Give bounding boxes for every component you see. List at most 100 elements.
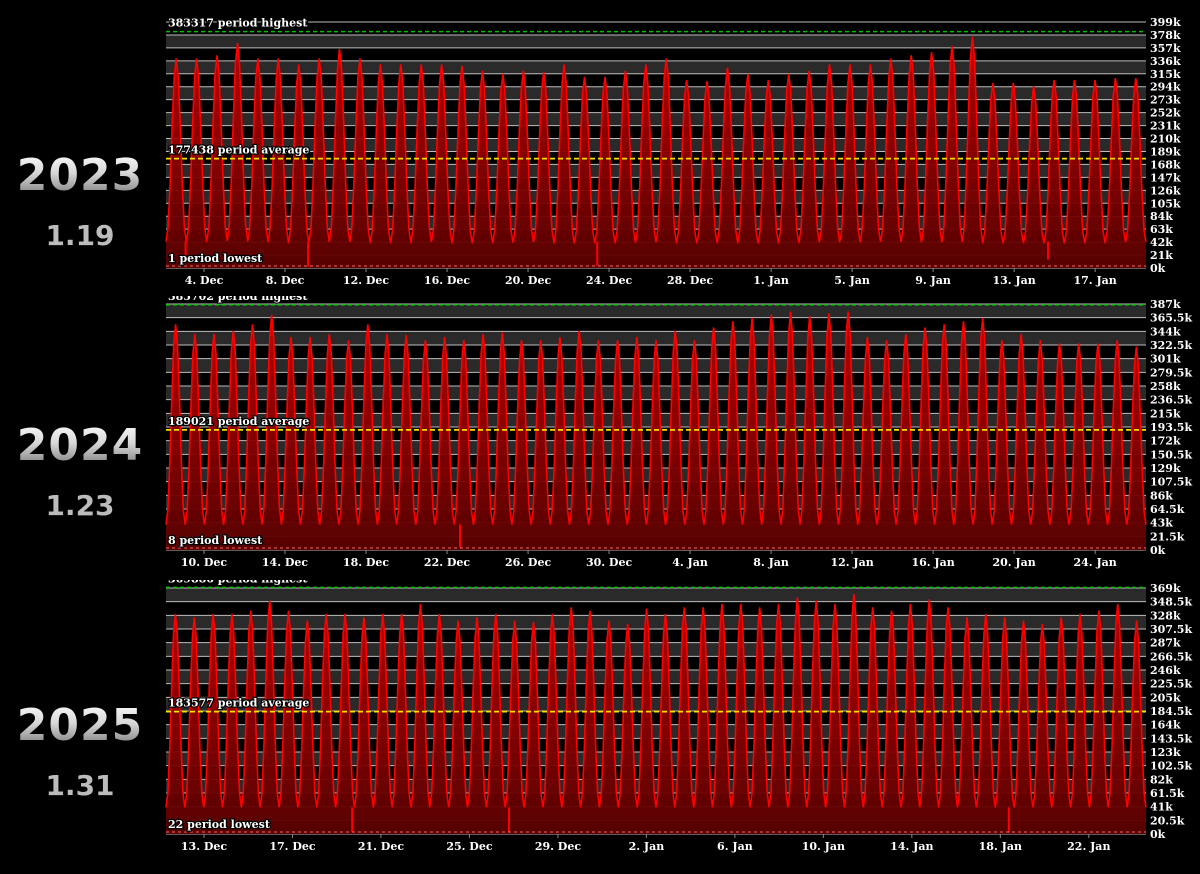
y-tick-label: 123k — [1150, 746, 1181, 759]
y-tick-label: 336k — [1150, 55, 1181, 68]
grid-band — [166, 779, 1146, 793]
y-tick-label: 210k — [1150, 133, 1181, 146]
x-tick-label: 16. Jan — [911, 556, 954, 569]
x-tick-label: 6. Jan — [717, 840, 753, 853]
y-tick-label: 287k — [1150, 637, 1181, 650]
x-tick-label: 2. Jan — [629, 840, 665, 853]
x-tick-label: 5. Jan — [834, 274, 870, 287]
y-tick-label: 231k — [1150, 120, 1181, 133]
x-tick-label: 30. Dec — [586, 556, 633, 569]
version-label: 1.19 — [45, 219, 115, 252]
highest-annotation: 385702 period highest — [168, 296, 308, 303]
y-tick-label: 225.5k — [1150, 678, 1192, 691]
x-tick-label: 24. Dec — [586, 274, 633, 287]
y-tick-label: 168k — [1150, 158, 1181, 171]
y-tick-label: 266.5k — [1150, 650, 1192, 663]
x-tick-label: 8. Dec — [266, 274, 305, 287]
y-tick-label: 322.5k — [1150, 339, 1192, 352]
lowest-annotation: 1 period lowest — [168, 252, 263, 265]
highest-annotation: 369886 period highest — [168, 580, 308, 585]
y-tick-label: 20.5k — [1150, 814, 1185, 827]
x-tick-label: 21. Dec — [358, 840, 405, 853]
y-tick-label: 258k — [1150, 380, 1181, 393]
x-tick-label: 26. Dec — [505, 556, 552, 569]
y-tick-label: 365.5k — [1150, 312, 1192, 325]
x-tick-label: 4. Dec — [185, 274, 224, 287]
y-tick-label: 143.5k — [1150, 732, 1192, 745]
grid-band — [166, 724, 1146, 739]
y-tick-label: 41k — [1150, 801, 1173, 814]
y-tick-label: 205k — [1150, 691, 1181, 704]
y-tick-label: 246k — [1150, 664, 1181, 677]
grid-band — [166, 670, 1146, 684]
x-tick-label: 14. Dec — [262, 556, 309, 569]
x-tick-label: 4. Jan — [672, 556, 708, 569]
grid-band — [166, 86, 1146, 100]
y-tick-label: 42k — [1150, 236, 1173, 249]
y-tick-label: 61.5k — [1150, 787, 1185, 800]
x-tick-label: 1. Jan — [753, 274, 789, 287]
x-tick-label: 17. Jan — [1073, 274, 1116, 287]
highest-annotation: 383317 period highest — [168, 17, 308, 30]
series-line — [165, 311, 1147, 525]
y-tick-label: 307.5k — [1150, 623, 1192, 636]
y-tick-label: 150.5k — [1150, 448, 1192, 461]
y-tick-label: 184.5k — [1150, 705, 1192, 718]
year-block-2024: 2024 1.23 — [0, 420, 160, 522]
grid-band — [166, 112, 1146, 126]
x-tick-label: 9. Jan — [915, 274, 951, 287]
x-tick-label: 13. Dec — [181, 840, 228, 853]
y-tick-label: 387k — [1150, 298, 1181, 311]
x-tick-label: 29. Dec — [535, 840, 582, 853]
y-tick-label: 84k — [1150, 210, 1173, 223]
series-area — [166, 594, 1146, 834]
y-tick-label: 21.5k — [1150, 530, 1185, 543]
y-tick-label: 252k — [1150, 107, 1181, 120]
grid-band — [166, 304, 1146, 318]
grid-band — [166, 331, 1146, 345]
grid-band — [166, 615, 1146, 629]
y-tick-label: 294k — [1150, 81, 1181, 94]
average-annotation: 177438 period average — [168, 144, 309, 157]
lowest-annotation: 22 period lowest — [168, 818, 271, 831]
series-line — [165, 593, 1147, 808]
x-tick-label: 13. Jan — [992, 274, 1035, 287]
year-block-2025: 2025 1.31 — [0, 700, 160, 802]
lowest-annotation: 8 period lowest — [168, 534, 263, 547]
y-tick-label: 105k — [1150, 197, 1181, 210]
x-tick-label: 20. Dec — [505, 274, 552, 287]
y-tick-label: 129k — [1150, 462, 1181, 475]
y-tick-label: 43k — [1150, 517, 1173, 530]
y-tick-label: 102.5k — [1150, 760, 1192, 773]
x-tick-label: 22. Dec — [424, 556, 471, 569]
x-tick-label: 12. Dec — [343, 274, 390, 287]
grid-band — [166, 138, 1146, 152]
series-area — [166, 311, 1146, 550]
year-label: 2024 — [0, 420, 160, 471]
y-tick-label: 172k — [1150, 435, 1181, 448]
x-tick-label: 28. Dec — [667, 274, 714, 287]
y-tick-label: 315k — [1150, 68, 1181, 81]
x-tick-label: 24. Jan — [1073, 556, 1116, 569]
y-tick-label: 328k — [1150, 609, 1181, 622]
grid-band — [166, 642, 1146, 657]
y-tick-label: 189k — [1150, 145, 1181, 158]
y-tick-label: 348.5k — [1150, 596, 1192, 609]
x-tick-label: 17. Dec — [269, 840, 316, 853]
y-tick-label: 215k — [1150, 407, 1181, 420]
y-tick-label: 82k — [1150, 773, 1173, 786]
y-tick-label: 193.5k — [1150, 421, 1192, 434]
chart-2025: 369886 period highest 183577 period avera… — [165, 580, 1192, 853]
y-tick-label: 21k — [1150, 249, 1173, 262]
grid-band — [166, 216, 1146, 230]
y-tick-label: 147k — [1150, 171, 1181, 184]
grid-band — [166, 752, 1146, 766]
x-tick-label: 25. Dec — [446, 840, 493, 853]
grid-band — [166, 34, 1146, 48]
x-tick-label: 10. Dec — [181, 556, 228, 569]
x-tick-label: 18. Dec — [343, 556, 390, 569]
version-label: 1.23 — [45, 489, 115, 522]
x-tick-label: 16. Dec — [424, 274, 471, 287]
x-tick-label: 12. Jan — [830, 556, 873, 569]
grid-band — [166, 164, 1146, 178]
